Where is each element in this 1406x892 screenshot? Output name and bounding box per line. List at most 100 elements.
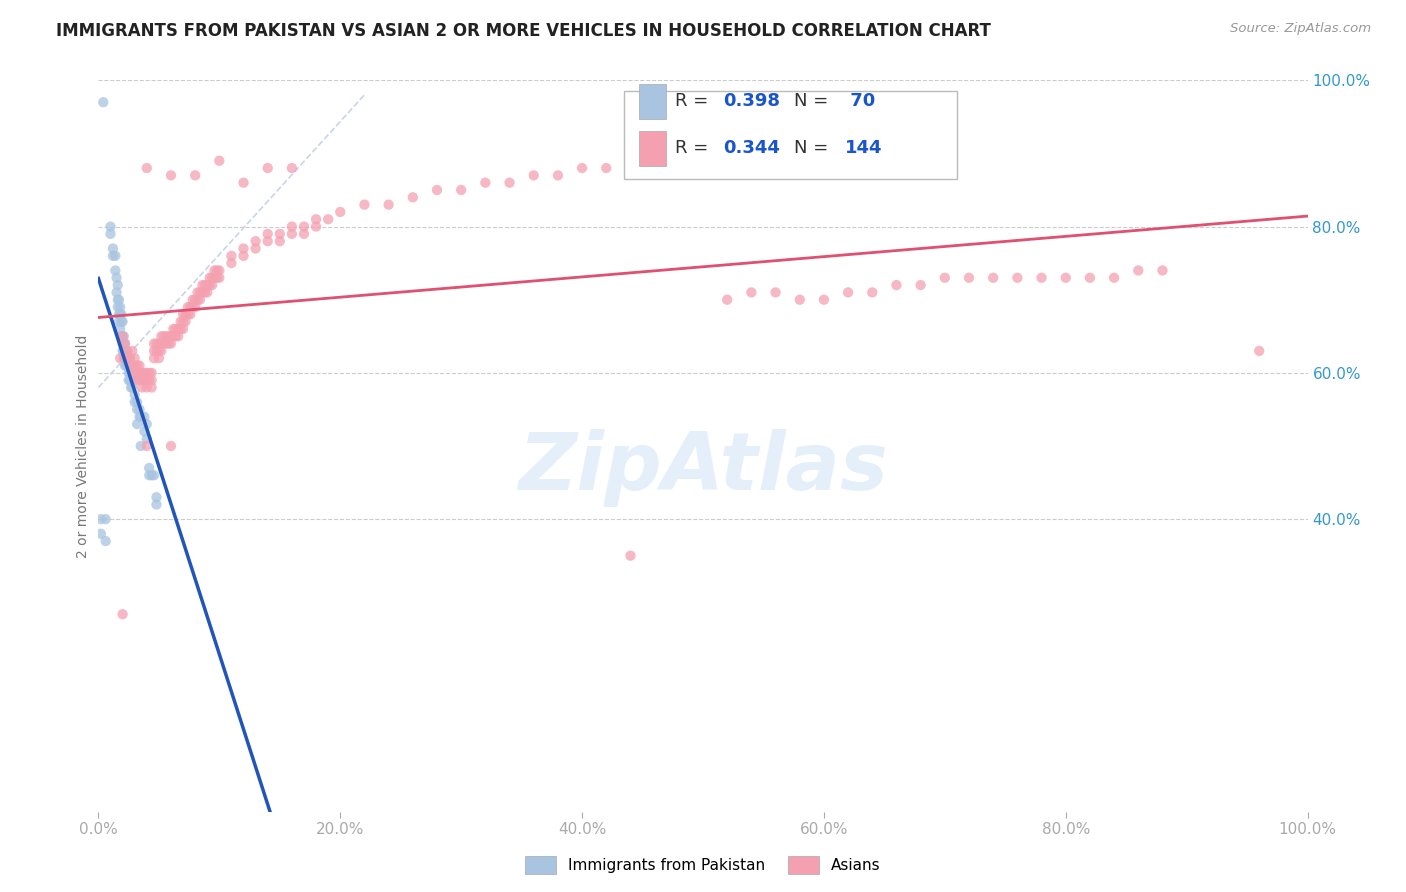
FancyBboxPatch shape xyxy=(638,131,665,166)
Point xyxy=(191,278,214,293)
Point xyxy=(377,197,399,211)
Point xyxy=(145,490,167,504)
Point xyxy=(108,322,131,336)
Point xyxy=(114,359,136,373)
Point xyxy=(160,329,183,343)
Point xyxy=(172,315,194,329)
Point xyxy=(128,366,150,380)
Text: IMMIGRANTS FROM PAKISTAN VS ASIAN 2 OR MORE VEHICLES IN HOUSEHOLD CORRELATION CH: IMMIGRANTS FROM PAKISTAN VS ASIAN 2 OR M… xyxy=(56,22,991,40)
Point xyxy=(138,461,160,475)
Text: N =: N = xyxy=(793,139,834,157)
Point xyxy=(90,526,112,541)
Point xyxy=(129,409,152,424)
Point xyxy=(110,307,132,321)
Point xyxy=(118,373,141,387)
Point xyxy=(813,293,835,307)
Point xyxy=(107,300,129,314)
Text: ZipAtlas: ZipAtlas xyxy=(517,429,889,507)
Point xyxy=(108,293,131,307)
Point xyxy=(141,373,163,387)
Point xyxy=(111,336,134,351)
Point xyxy=(112,351,135,366)
Point xyxy=(174,315,197,329)
Text: 70: 70 xyxy=(845,93,876,111)
Point xyxy=(221,256,243,270)
Point xyxy=(160,336,183,351)
Point xyxy=(131,373,153,387)
Point xyxy=(595,161,617,175)
Point xyxy=(256,161,278,175)
Point xyxy=(114,336,136,351)
Point xyxy=(179,300,201,314)
Point xyxy=(692,153,714,168)
Point xyxy=(135,366,157,380)
Text: 0.344: 0.344 xyxy=(724,139,780,157)
Point xyxy=(571,161,593,175)
Point xyxy=(117,351,139,366)
Point xyxy=(127,417,149,431)
Point xyxy=(1054,270,1077,285)
Point xyxy=(121,359,143,373)
Point xyxy=(128,409,150,424)
Point xyxy=(269,227,291,241)
Point xyxy=(107,278,129,293)
Point xyxy=(498,176,520,190)
Point xyxy=(107,293,129,307)
Point xyxy=(1249,343,1271,358)
Point xyxy=(329,205,352,219)
Point xyxy=(837,285,859,300)
FancyBboxPatch shape xyxy=(624,91,957,179)
Point xyxy=(118,373,141,387)
Point xyxy=(208,263,231,277)
Point xyxy=(155,336,177,351)
Point xyxy=(208,270,231,285)
Point xyxy=(100,219,122,234)
Point xyxy=(108,351,131,366)
Point xyxy=(221,249,243,263)
Point xyxy=(232,249,254,263)
Point xyxy=(111,607,134,622)
Point xyxy=(104,249,127,263)
Point xyxy=(135,161,157,175)
Point xyxy=(167,322,190,336)
Point xyxy=(402,190,425,204)
Point xyxy=(174,307,197,321)
Point xyxy=(143,343,166,358)
Point xyxy=(305,219,328,234)
Point xyxy=(121,373,143,387)
Point xyxy=(201,270,224,285)
Point xyxy=(232,242,254,256)
Point xyxy=(135,417,157,431)
Point xyxy=(124,359,146,373)
Point xyxy=(128,359,150,373)
Point xyxy=(91,95,114,110)
Point xyxy=(124,388,146,402)
Point xyxy=(141,380,163,394)
Point xyxy=(108,300,131,314)
Point xyxy=(292,219,315,234)
Point xyxy=(157,336,180,351)
Point xyxy=(195,278,218,293)
Point xyxy=(120,380,142,394)
Point xyxy=(198,270,221,285)
Point xyxy=(138,373,160,387)
Point xyxy=(1007,270,1029,285)
Point xyxy=(205,270,228,285)
Point xyxy=(127,366,149,380)
Point xyxy=(188,285,211,300)
Point xyxy=(112,329,135,343)
Point xyxy=(117,343,139,358)
Point xyxy=(162,322,184,336)
Point xyxy=(1102,270,1125,285)
Point xyxy=(547,169,569,183)
Point xyxy=(100,227,122,241)
Point xyxy=(105,270,128,285)
Point xyxy=(740,285,762,300)
Point xyxy=(131,366,153,380)
Point xyxy=(108,307,131,321)
Point xyxy=(148,343,170,358)
Point xyxy=(111,329,134,343)
Point xyxy=(910,278,932,293)
Text: R =: R = xyxy=(675,93,714,111)
Point xyxy=(110,315,132,329)
